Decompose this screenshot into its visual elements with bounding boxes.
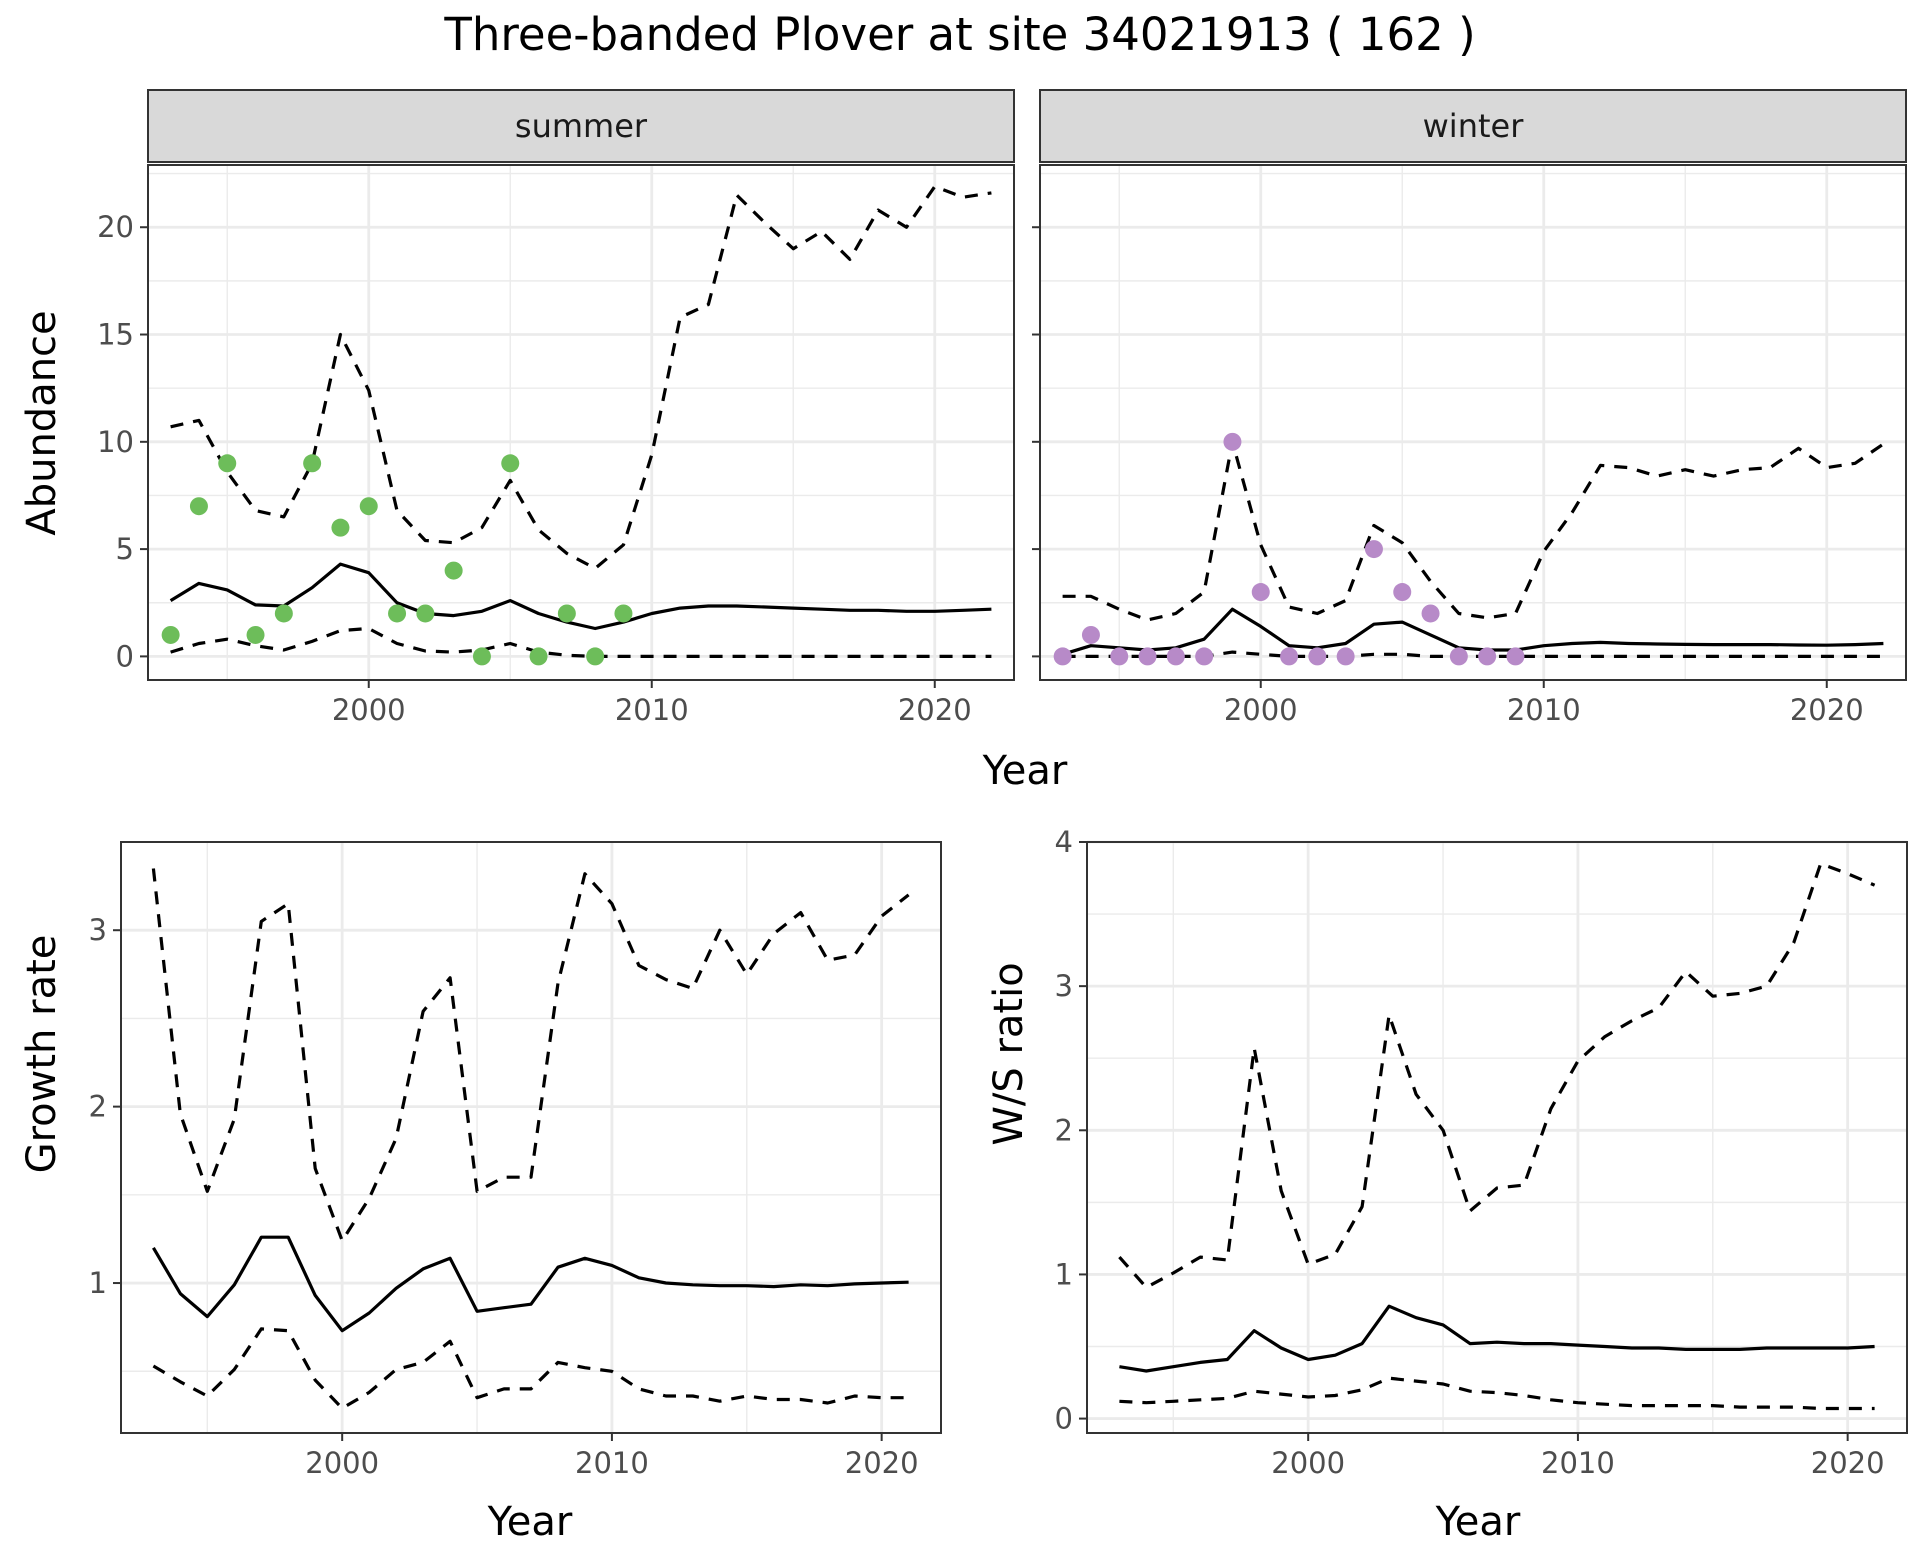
summer-observed-point [444, 561, 463, 580]
chart-title: Three-banded Plover at site 34021913 ( 1… [444, 8, 1476, 61]
ws-y-tick-label: 0 [1055, 1402, 1073, 1436]
summer-observed-point [359, 497, 378, 516]
summer-strip [147, 89, 1015, 163]
growth-x-tick-label: 2010 [575, 1446, 649, 1480]
summer-observed-point [586, 647, 605, 666]
growth-x-tick-label: 2020 [845, 1446, 919, 1480]
winter-observed-point [1223, 432, 1242, 451]
abundance-winter-panel: 2000 2010 2020 winter [1032, 89, 1907, 727]
ws-estimate-line [1119, 1304, 1875, 1373]
growth-y-axis-title: Growth rate [19, 935, 65, 1174]
growth-estimate-line [152, 1235, 909, 1333]
winter-observed-point [1308, 647, 1327, 666]
winter-x-tick-label: 2000 [1224, 693, 1298, 727]
ws-panel-border [1086, 841, 1908, 1434]
growth-upper-bound-line [151, 868, 910, 1243]
summer-observed-point [388, 604, 407, 623]
ws-y-tick-label: 4 [1055, 825, 1073, 859]
winter-observed-point [1506, 647, 1525, 666]
winter-strip [1039, 89, 1907, 163]
summer-y-tick-label: 20 [97, 210, 134, 244]
summer-y-tick-label: 0 [116, 639, 134, 673]
growth-x-tick-label: 2000 [305, 1446, 379, 1480]
growth-x-axis-title: Year [487, 1499, 573, 1545]
growth-panel-border [120, 841, 942, 1434]
ws-y-tick-label: 2 [1055, 1113, 1073, 1147]
summer-y-tick-label: 15 [97, 318, 134, 352]
winter-estimate-line [1062, 607, 1884, 656]
summer-observed-point [218, 454, 237, 473]
summer-x-tick-label: 2010 [615, 693, 689, 727]
summer-panel-border [147, 164, 1015, 681]
summer-observed-point [161, 625, 180, 644]
winter-upper-bound-line [1062, 440, 1885, 622]
summer-strip-label: summer [515, 107, 648, 145]
summer-x-tick-label: 2000 [332, 693, 406, 727]
summer-observed-point [557, 604, 576, 623]
ws-lower-bound-line [1119, 1376, 1875, 1411]
abundance-y-axis-title: Abundance [19, 310, 65, 535]
ws-x-tick-label: 2010 [1541, 1446, 1615, 1480]
summer-observed-point [246, 625, 265, 644]
ws-y-axis-title: W/S ratio [986, 962, 1032, 1145]
summer-observed-point [614, 604, 633, 623]
summer-observed-point [529, 647, 548, 666]
summer-observed-point [331, 518, 350, 537]
winter-x-tick-label: 2010 [1507, 693, 1581, 727]
summer-y-tick-label: 5 [116, 532, 134, 566]
ws-y-tick-label: 3 [1055, 969, 1073, 1003]
growth-y-tick-label: 1 [89, 1266, 107, 1300]
summer-y-tick-label: 10 [97, 425, 134, 459]
ws-x-axis-title: Year [1435, 1499, 1521, 1545]
summer-observed-point [501, 454, 520, 473]
winter-observed-point [1110, 647, 1129, 666]
winter-observed-point [1336, 647, 1355, 666]
winter-observed-point [1393, 583, 1412, 602]
summer-observed-point [472, 647, 491, 666]
winter-observed-point [1251, 583, 1270, 602]
ws-x-tick-label: 2000 [1271, 1446, 1345, 1480]
ws-plot-bg [1087, 842, 1907, 1433]
winter-observed-point [1166, 647, 1185, 666]
summer-upper-bound-line [170, 184, 992, 570]
winter-observed-point [1478, 647, 1497, 666]
winter-observed-point [1280, 647, 1299, 666]
summer-observed-point [303, 454, 322, 473]
winter-panel-border [1039, 164, 1907, 681]
summer-estimate-line [169, 562, 992, 631]
abundance-x-axis-title: Year [982, 748, 1068, 794]
growth-y-tick-label: 2 [89, 1090, 107, 1124]
summer-x-tick-label: 2020 [898, 693, 972, 727]
ws-y-tick-label: 1 [1055, 1257, 1073, 1291]
winter-observed-point [1195, 647, 1214, 666]
winter-observed-point [1421, 604, 1440, 623]
summer-observed-point [189, 497, 208, 516]
ws-ratio-panel: 2000 2010 2020 0 1 2 3 4 [1055, 825, 1908, 1480]
winter-observed-point [1081, 625, 1100, 644]
winter-observed-point [1138, 647, 1157, 666]
summer-observed-point [274, 604, 293, 623]
winter-x-tick-label: 2020 [1790, 693, 1864, 727]
growth-rate-panel: 2000 2010 2020 1 2 3 [89, 841, 942, 1480]
summer-lower-bound-line [170, 626, 992, 658]
abundance-summer-panel: 2000 2010 2020 0 5 10 15 20 summer [97, 89, 1015, 727]
summer-observed-point [416, 604, 435, 623]
ws-upper-bound-line [1118, 862, 1876, 1289]
growth-lower-bound-line [152, 1327, 909, 1410]
winter-observed-point [1364, 540, 1383, 559]
growth-y-tick-label: 3 [89, 913, 107, 947]
winter-plot-bg [1040, 165, 1906, 680]
ws-x-tick-label: 2020 [1811, 1446, 1885, 1480]
winter-strip-label: winter [1423, 107, 1525, 145]
summer-plot-bg [148, 165, 1014, 680]
winter-observed-point [1053, 647, 1072, 666]
winter-observed-point [1449, 647, 1468, 666]
